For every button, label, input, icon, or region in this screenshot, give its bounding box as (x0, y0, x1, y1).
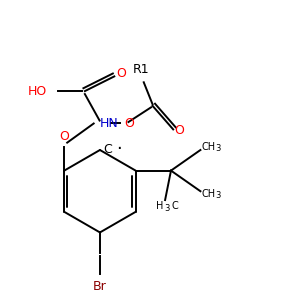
Text: HO: HO (27, 85, 46, 98)
Text: R1: R1 (133, 63, 149, 76)
Text: 3: 3 (216, 144, 221, 153)
Text: ·: · (116, 140, 122, 158)
Text: H: H (156, 201, 164, 211)
Text: O: O (59, 130, 69, 142)
Text: 3: 3 (164, 203, 170, 212)
Text: O: O (124, 117, 134, 130)
Text: CH: CH (202, 142, 216, 152)
Text: Br: Br (93, 280, 107, 292)
Text: C: C (172, 201, 178, 211)
Text: HN: HN (100, 117, 118, 130)
Text: 3: 3 (216, 191, 221, 200)
Text: O: O (175, 124, 184, 137)
Text: CH: CH (202, 189, 216, 199)
Text: O: O (116, 67, 126, 80)
Text: C: C (103, 143, 112, 157)
